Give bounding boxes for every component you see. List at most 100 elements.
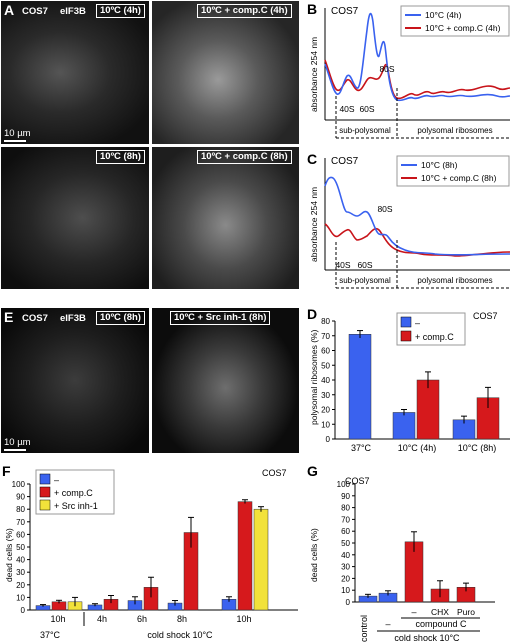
condition-label-a2: 10ºC + comp.C (4h): [197, 4, 292, 18]
xlabel-g-puro: Puro: [457, 607, 475, 617]
stain-label-e: eIF3B: [60, 313, 86, 324]
xlabel-g-chx: CHX: [431, 607, 449, 617]
panel-f: F COS7 dead cells (%) 0 10 20 30 40 50 60 70 80 9…: [2, 463, 298, 640]
sub-polysomal-b: sub-polysomal: [339, 126, 391, 135]
f-tick-label: 40: [16, 556, 25, 565]
cell-line-b: COS7: [331, 6, 359, 17]
panel-a: A COS7 eIF3B 10ºC (4h) 10ºC + comp.C (4h…: [0, 0, 300, 290]
f-tick-label: 90: [16, 493, 25, 502]
scale-bar-label-e: 10 µm: [4, 437, 31, 448]
ylabel-g: dead cells (%): [309, 528, 319, 582]
legend-f-3: + Src inh-1: [54, 501, 98, 511]
panel-letter-a: A: [4, 2, 15, 18]
panel-d: D COS7 polysomal ribosomes (%) 0 10 20 30 40…: [307, 306, 510, 453]
cell-line-g: COS7: [345, 476, 370, 486]
g-tick-label: 40: [341, 551, 350, 560]
f-tick-label: 20: [16, 581, 25, 590]
condition-label-e2: 10ºC + Src inh-1 (8h): [170, 311, 271, 325]
panel-letter-e: E: [4, 309, 14, 325]
d-bar-4h-minus: [392, 412, 416, 440]
d-tick-label: 20: [321, 406, 330, 415]
g-tick-label: 50: [341, 539, 350, 548]
d-tick-label: 70: [321, 332, 330, 341]
panel-b: B COS7 absorbance 254 nm 40S 60S 80S sub…: [307, 1, 511, 139]
ylabel-b: absorbance 254 nm: [309, 37, 319, 112]
peak-60s-b: 60S: [359, 104, 374, 114]
compound-label-g: compound C: [415, 619, 467, 629]
sub-polysomal-c: sub-polysomal: [339, 276, 391, 285]
d-tick-label: 10: [321, 420, 330, 429]
panel-e: E COS7 eIF3B 10ºC (8h) 10ºC + Src inh-1 …: [0, 307, 300, 454]
g-tick-label: 10: [341, 586, 350, 595]
xlabel-f-3: 6h: [137, 614, 147, 624]
xlabel-f-4: 8h: [177, 614, 187, 624]
f-tick-label: 70: [16, 518, 25, 527]
legend-d-1: –: [415, 318, 420, 328]
panel-c: C COS7 absorbance 254 nm 40S 60S 80S sub…: [307, 151, 511, 289]
peak-40s-c: 40S: [335, 260, 350, 270]
trace-c-blue: [324, 176, 511, 256]
legend-b-1: 10°C (4h): [425, 10, 462, 20]
legend-f-2: + comp.C: [54, 488, 93, 498]
micrograph-a4: [151, 146, 300, 290]
xlabel-d-2: 10°C (4h): [398, 443, 437, 453]
panel-letter-b: B: [307, 1, 317, 17]
cell-line-label-e: COS7: [22, 313, 48, 324]
xlabel-f-2: 4h: [97, 614, 107, 624]
g-tick-label: 0: [346, 598, 351, 607]
xlabel-f-1: 10h: [50, 614, 65, 624]
cell-line-c: COS7: [331, 156, 359, 167]
trace-b-blue: [324, 12, 511, 102]
g-tick-label: 20: [341, 574, 350, 583]
g-tick-label: 100: [337, 480, 351, 489]
ylabel-f: dead cells (%): [4, 528, 14, 582]
xlabel-g-2: –: [385, 619, 390, 629]
xlabel-g-control: control: [359, 615, 369, 642]
d-bar-4h-compc: [416, 379, 440, 440]
condition-label-a3: 10ºC (8h): [96, 150, 145, 164]
panel-letter-f: F: [2, 463, 11, 479]
scale-bar-label-a: 10 µm: [4, 128, 31, 139]
f-tick-label: 80: [16, 505, 25, 514]
d-tick-label: 60: [321, 347, 330, 356]
panel-letter-d: D: [307, 306, 317, 322]
peak-40s-b: 40S: [339, 104, 354, 114]
d-bar-37c: [348, 334, 372, 440]
legend-c-2: 10°C + comp.C (8h): [421, 173, 497, 183]
trace-c-red: [324, 223, 511, 257]
xlabel-d-3: 10°C (8h): [458, 443, 497, 453]
f-tick-label: 60: [16, 530, 25, 539]
peak-80s-c: 80S: [377, 204, 392, 214]
f-tick-label: 100: [12, 480, 26, 489]
g-tick-label: 30: [341, 563, 350, 572]
cell-line-label: COS7: [22, 6, 48, 17]
peak-80s-b: 80S: [379, 64, 394, 74]
xlabel-d-1: 37°C: [351, 443, 372, 453]
g-tick-label: 70: [341, 515, 350, 524]
f-tick-label: 10: [16, 593, 25, 602]
scale-bar-a: [4, 140, 26, 142]
cell-line-f: COS7: [262, 468, 287, 478]
trace-b-red: [324, 59, 511, 100]
xlabel-g-3: –: [411, 607, 416, 617]
ylabel-c: absorbance 254 nm: [309, 187, 319, 262]
legend-b-2: 10°C + comp.C (4h): [425, 23, 501, 33]
d-tick-label: 80: [321, 317, 330, 326]
group-label-g: cold shock 10°C: [394, 633, 460, 643]
polysomal-b: polysomal ribosomes: [417, 126, 492, 135]
d-tick-label: 40: [321, 376, 330, 385]
d-tick-label: 50: [321, 361, 330, 370]
legend-c-1: 10°C (8h): [421, 160, 458, 170]
condition-label-a4: 10ºC + comp.C (8h): [197, 150, 292, 164]
ylabel-d: polysomal ribosomes (%): [309, 329, 319, 425]
panel-letter-c: C: [307, 151, 317, 167]
micrograph-e1: [0, 307, 150, 454]
stain-label: eIF3B: [60, 6, 86, 17]
micrograph-e2: [151, 307, 300, 454]
legend-f-1: –: [54, 475, 59, 485]
g-tick-label: 60: [341, 527, 350, 536]
g-tick-label: 80: [341, 504, 350, 513]
f-bar-4-compc: [237, 501, 253, 611]
micrograph-a3: [0, 146, 150, 290]
f-tick-label: 30: [16, 568, 25, 577]
